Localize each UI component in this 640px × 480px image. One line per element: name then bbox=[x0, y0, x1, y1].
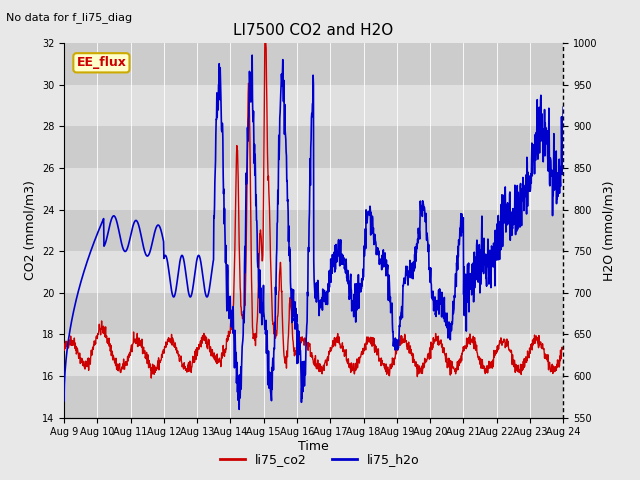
Bar bbox=[64, 251, 563, 293]
Bar bbox=[64, 335, 563, 376]
Text: No data for f_li75_diag: No data for f_li75_diag bbox=[6, 12, 132, 23]
Y-axis label: H2O (mmol/m3): H2O (mmol/m3) bbox=[603, 180, 616, 281]
Bar bbox=[64, 210, 563, 251]
Title: LI7500 CO2 and H2O: LI7500 CO2 and H2O bbox=[234, 23, 394, 38]
Legend: li75_co2, li75_h2o: li75_co2, li75_h2o bbox=[215, 448, 425, 471]
Bar bbox=[64, 168, 563, 210]
Text: EE_flux: EE_flux bbox=[77, 56, 126, 69]
Y-axis label: CO2 (mmol/m3): CO2 (mmol/m3) bbox=[23, 180, 36, 280]
Bar bbox=[64, 85, 563, 126]
Bar bbox=[64, 376, 563, 418]
Bar bbox=[64, 293, 563, 335]
Bar bbox=[64, 126, 563, 168]
Bar bbox=[64, 43, 563, 85]
X-axis label: Time: Time bbox=[298, 440, 329, 453]
